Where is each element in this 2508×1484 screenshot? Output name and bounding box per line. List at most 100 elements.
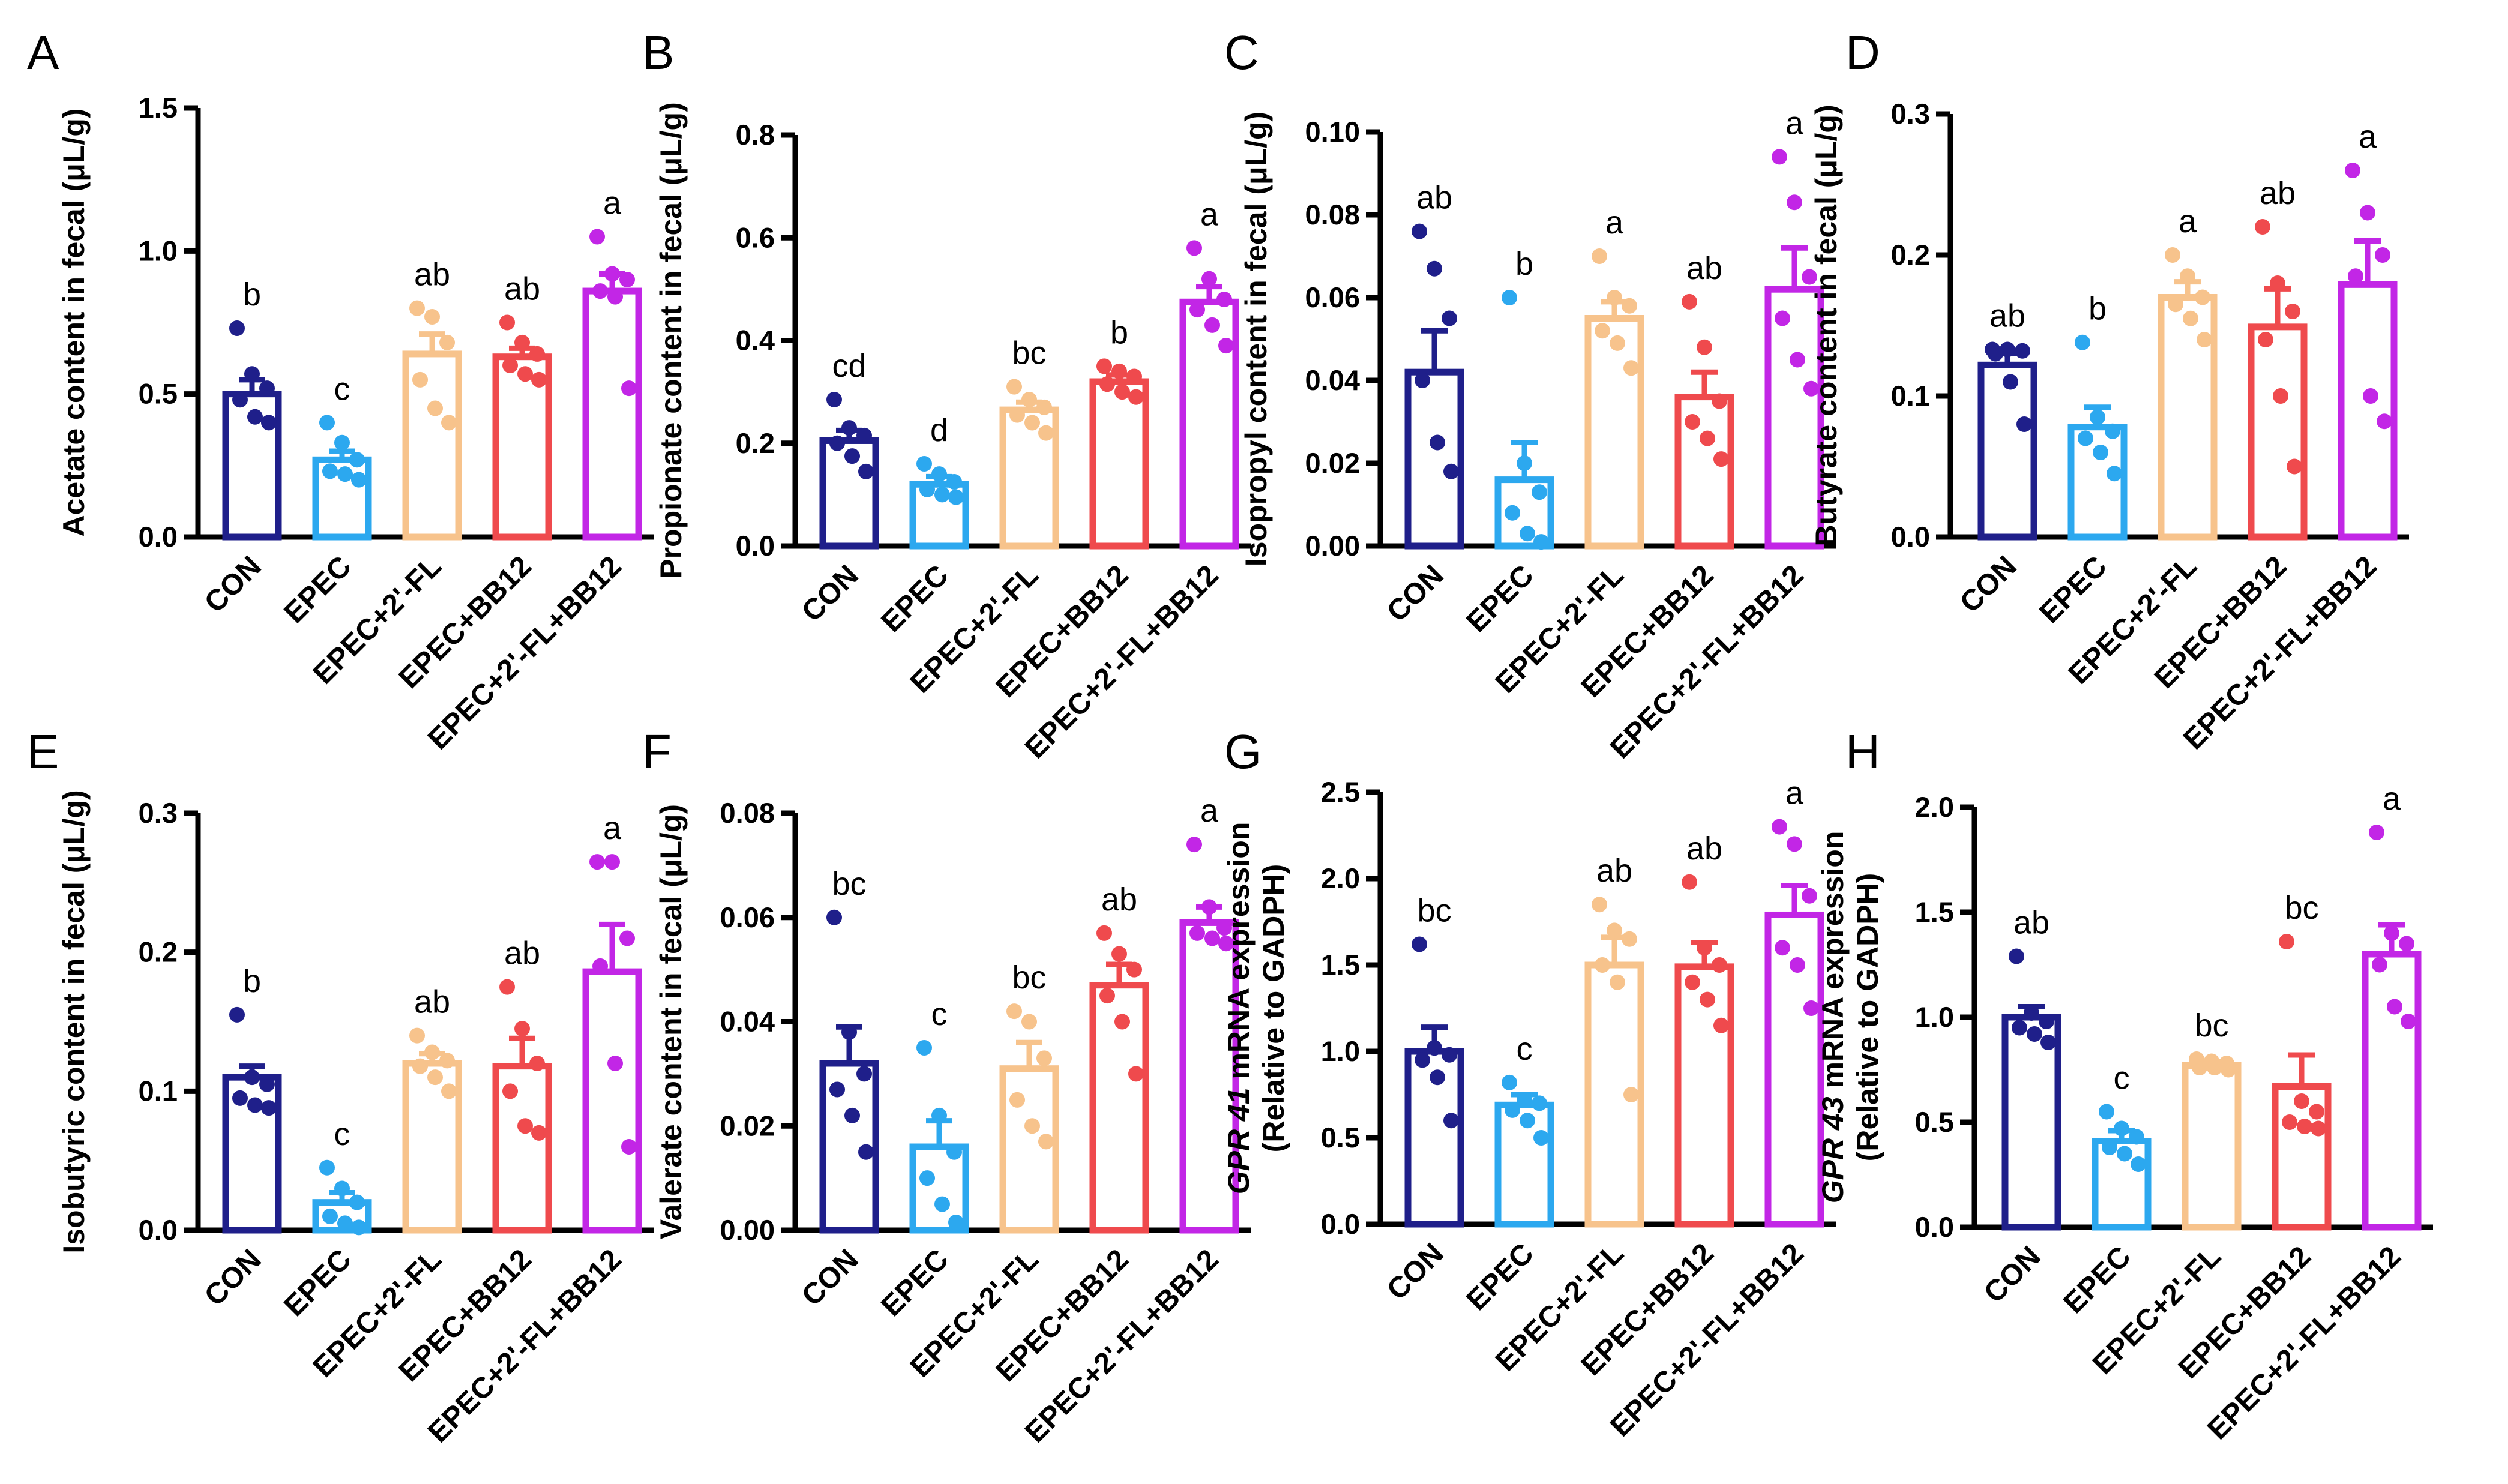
data-point	[517, 1118, 533, 1134]
data-point	[1006, 379, 1022, 395]
data-point	[589, 229, 605, 245]
data-point	[1430, 434, 1445, 451]
y-tick-label: 0.3	[139, 797, 178, 829]
label-rest: mRNA expression	[1222, 822, 1256, 1088]
data-point	[1204, 930, 1220, 946]
data-point	[858, 463, 874, 479]
data-point	[424, 1044, 440, 1060]
significance-letter: cd	[832, 348, 866, 384]
data-point	[247, 1097, 263, 1113]
significance-letter: ab	[1101, 882, 1137, 918]
bar	[1089, 378, 1149, 550]
significance-letter: b	[243, 277, 261, 313]
y-tick-label: 0.00	[1305, 530, 1360, 562]
category-label: EPEC	[875, 559, 955, 639]
data-point	[2180, 268, 2195, 284]
data-point	[2207, 1060, 2222, 1075]
data-point	[1024, 415, 1040, 431]
data-point	[1201, 899, 1217, 915]
data-point	[1412, 936, 1427, 952]
data-point	[1009, 407, 1025, 423]
data-point	[2039, 1014, 2054, 1029]
data-point	[1096, 358, 1112, 374]
bar	[582, 287, 642, 541]
y-tick-label: 0.06	[720, 901, 775, 933]
data-point	[826, 391, 842, 407]
data-point	[1775, 940, 1790, 956]
data-point	[1186, 240, 1202, 256]
y-tick-label: 0.5	[139, 378, 178, 410]
data-point	[261, 415, 277, 431]
data-point	[1189, 925, 1205, 941]
bar	[2067, 424, 2128, 541]
significance-letter: ab	[1416, 180, 1452, 216]
bar	[2272, 1083, 2332, 1231]
data-point	[2024, 1005, 2039, 1021]
data-point	[1712, 393, 1727, 409]
data-point	[844, 448, 860, 464]
data-point	[2168, 296, 2183, 313]
y-tick-label: 0.5	[1321, 1122, 1360, 1153]
data-point	[621, 380, 637, 397]
data-point	[424, 308, 440, 325]
significance-letter: ab	[1686, 831, 1722, 867]
significance-letter: ab	[504, 936, 540, 972]
bar	[2362, 951, 2422, 1231]
y-tick-label: 0.5	[1915, 1106, 1954, 1138]
data-point	[946, 473, 962, 490]
bar	[1584, 315, 1644, 550]
data-point	[2270, 275, 2285, 291]
data-point	[2363, 388, 2378, 404]
data-point	[2255, 219, 2270, 235]
panel-b: B 0.0 0.2 0.4 0.6 0.8 Propionate content in fe…	[642, 26, 1251, 765]
y-axis-label: GPR 43 mRNA expression	[1816, 831, 1850, 1204]
bar	[402, 350, 462, 541]
data-point	[244, 366, 260, 382]
panel-a: A 0.0 0.5 1.0 1.5 Acetate content in fecal (μ…	[27, 26, 654, 756]
data-point	[1802, 269, 1817, 285]
y-tick-label: 0.2	[736, 427, 775, 459]
data-point	[1533, 1130, 1549, 1146]
data-point	[1685, 414, 1700, 430]
y-tick-label: 0.2	[139, 936, 178, 968]
data-point	[232, 1090, 248, 1106]
data-point	[1595, 323, 1610, 339]
data-point	[229, 320, 245, 337]
data-point	[441, 1083, 457, 1099]
data-point	[1128, 1066, 1144, 1082]
y-axis-label: Propionate content in fecal (μL/g)	[654, 102, 688, 579]
data-point	[409, 300, 425, 316]
significance-letter: bc	[2194, 1008, 2228, 1044]
data-point	[589, 854, 605, 870]
data-point	[439, 334, 455, 350]
data-point	[322, 1208, 338, 1224]
significance-letter: a	[2383, 781, 2401, 817]
category-label: EPEC	[1460, 1237, 1540, 1317]
data-point	[1775, 310, 1790, 326]
data-point	[2258, 332, 2273, 347]
y-axis-label: Valerate content in fecal (μL/g)	[654, 804, 688, 1239]
data-point	[2399, 936, 2414, 952]
data-point	[244, 1069, 260, 1086]
bar	[999, 1065, 1059, 1234]
category-label: CON	[1954, 550, 2023, 619]
data-point	[829, 1081, 845, 1098]
data-point	[1036, 399, 1052, 415]
data-point	[2221, 1062, 2236, 1078]
data-point	[2102, 1140, 2117, 1155]
data-point	[1607, 290, 1622, 305]
data-point	[514, 334, 530, 350]
data-point	[1623, 360, 1639, 376]
data-point	[439, 1053, 455, 1069]
data-point	[1096, 925, 1112, 941]
category-label: CON	[796, 1243, 865, 1312]
data-point	[412, 1058, 428, 1074]
data-point	[2183, 310, 2198, 326]
data-point	[1038, 1134, 1054, 1150]
data-point	[319, 1159, 335, 1176]
data-point	[1009, 1092, 1025, 1108]
bar	[2248, 323, 2308, 541]
y-tick-label: 0.08	[720, 797, 775, 829]
data-point	[2040, 1035, 2056, 1050]
data-point	[1533, 534, 1549, 550]
